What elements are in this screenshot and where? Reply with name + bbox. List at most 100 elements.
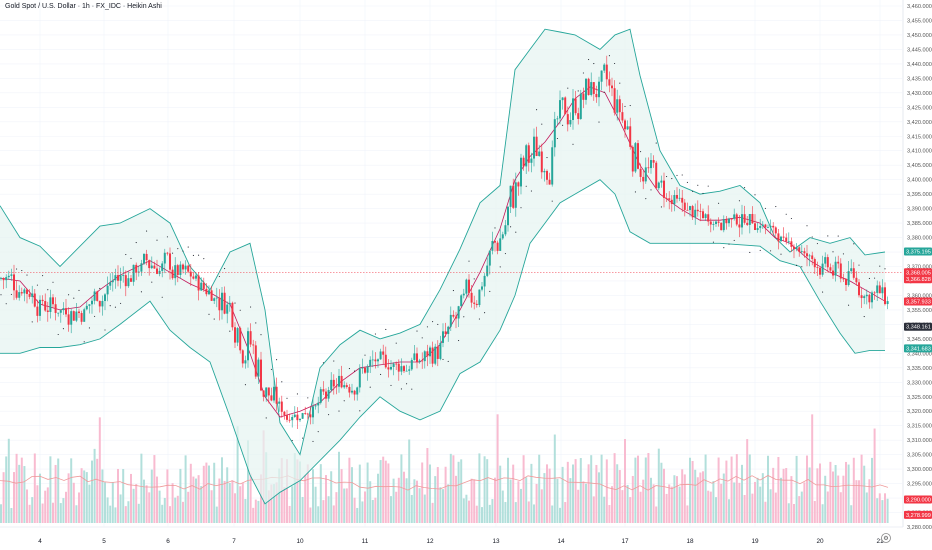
sar-dot <box>660 206 662 208</box>
candle-body <box>143 253 145 264</box>
sar-dot <box>619 82 621 84</box>
candle-body <box>104 294 106 301</box>
sar-dot <box>328 414 330 416</box>
candle-body <box>629 126 632 147</box>
sar-dot <box>322 362 324 364</box>
volume-bar <box>197 475 200 523</box>
volume-bar <box>83 470 86 523</box>
volume-bar <box>189 463 192 523</box>
candle-body <box>611 85 613 89</box>
volume-bar <box>730 456 733 523</box>
volume-bar <box>28 504 31 523</box>
sar-dot <box>650 189 652 191</box>
candle-body <box>691 206 694 218</box>
time-axis[interactable]: 4 5 6 7 10 11 12 13 14 17 18 19 20 21 <box>38 538 884 545</box>
volume-bar <box>299 461 301 523</box>
volume-bar <box>322 500 325 523</box>
volume-bar <box>213 462 216 523</box>
volume-bar <box>618 470 621 523</box>
volume-bar <box>501 490 504 523</box>
sar-dot <box>114 306 116 308</box>
volume-bar <box>756 477 759 523</box>
candle-body <box>712 224 715 225</box>
sar-dot <box>406 383 408 385</box>
volume-bar <box>634 457 637 523</box>
volume-bar <box>80 468 83 523</box>
candle-body <box>351 390 353 393</box>
sar-dot <box>416 330 418 332</box>
candle-body <box>270 395 273 401</box>
sar-dot <box>411 388 413 390</box>
candle-body <box>527 145 530 163</box>
volume-bar <box>187 491 190 523</box>
candle-body <box>332 379 335 387</box>
volume-bar <box>364 491 366 523</box>
volume-bar <box>790 476 793 523</box>
sar-dot <box>614 62 616 65</box>
price-label: 3,290.000 <box>906 498 931 504</box>
sar-dot <box>671 178 673 180</box>
candle-body <box>751 213 754 224</box>
candle-body <box>78 311 80 314</box>
candle-body <box>652 160 655 163</box>
x-tick-label: 7 <box>232 538 236 545</box>
candle-body <box>23 289 26 294</box>
volume-bar <box>145 485 148 523</box>
sar-dot <box>109 305 111 307</box>
volume-bar <box>819 463 821 523</box>
candle-body <box>223 292 226 314</box>
volume-bar <box>327 496 330 523</box>
volume-bar <box>46 487 49 523</box>
volume-bar <box>535 483 538 523</box>
candle-body <box>780 236 782 242</box>
volume-bar <box>452 455 455 523</box>
volume-bar <box>348 457 351 523</box>
candle-body <box>288 419 291 421</box>
candle-body <box>397 363 400 372</box>
candle-body <box>785 237 788 242</box>
candle-body <box>868 294 871 303</box>
candle-body <box>52 297 54 305</box>
candle-body <box>392 363 395 367</box>
volume-bar <box>67 473 70 523</box>
volume-bar <box>286 459 288 523</box>
candle-body <box>673 195 676 204</box>
sar-dot <box>874 277 876 279</box>
volume-bar <box>343 488 346 523</box>
candle-body <box>257 359 260 377</box>
volume-bar <box>538 454 541 523</box>
volume-bar <box>699 472 702 523</box>
sar-dot <box>822 291 824 293</box>
volume-bars <box>0 414 889 523</box>
candle-body <box>470 292 473 303</box>
sar-dot <box>536 109 538 111</box>
y-tick-label: 3,385.000 <box>907 221 932 227</box>
price-label: 3,368.005 <box>906 270 931 276</box>
volume-bar <box>769 489 772 523</box>
candle-body <box>247 331 249 361</box>
sar-dot <box>317 431 319 433</box>
candle-body <box>647 167 650 169</box>
price-axis[interactable]: 3,460.000 3,455.000 3,450.000 3,445.000 3,44… <box>907 4 932 531</box>
volume-bar <box>314 486 317 523</box>
volume-bar <box>660 462 663 523</box>
candle-body <box>20 292 23 294</box>
candle-body <box>327 390 330 399</box>
volume-bar <box>481 507 483 523</box>
candle-body <box>127 278 130 287</box>
volume-bar <box>847 464 850 523</box>
sar-dot <box>250 306 252 308</box>
sar-dot <box>172 252 174 254</box>
volume-bar <box>124 506 127 523</box>
volume-bar <box>587 464 590 523</box>
volume-bar <box>821 504 824 523</box>
candle-body <box>109 282 112 286</box>
price-label-box <box>904 247 932 256</box>
candle-body <box>267 387 270 396</box>
candle-body <box>340 375 343 388</box>
candle-body <box>215 297 218 299</box>
volume-bar <box>686 505 689 523</box>
settings-icon[interactable]: ⚙ <box>881 533 891 543</box>
sar-dot <box>764 207 766 209</box>
